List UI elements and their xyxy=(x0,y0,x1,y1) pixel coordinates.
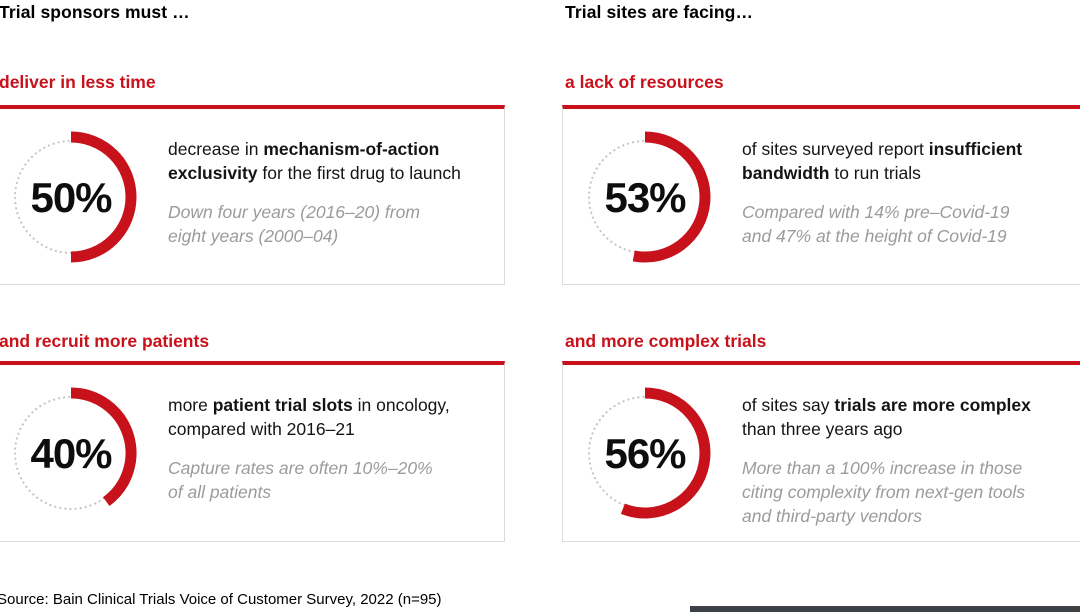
donut-chart-50-percent: 50% xyxy=(0,125,143,269)
stat-description: of sites surveyed report insufficient ban… xyxy=(742,139,1023,183)
card-title-deliver-in-less-time: deliver in less time xyxy=(0,72,156,92)
stat-description: more patient trial slots in oncology, com… xyxy=(168,395,450,439)
svg-text:56%: 56% xyxy=(604,430,686,477)
svg-text:53%: 53% xyxy=(604,174,686,221)
stat-card-text: decrease in mechanism-of-action exclusivi… xyxy=(168,109,503,248)
stat-card-lack-of-resources: 53% of sites surveyed report insufficien… xyxy=(562,105,1080,285)
stat-card-text: more patient trial slots in oncology, com… xyxy=(168,365,503,504)
stat-note: Capture rates are often 10%–20% of all pa… xyxy=(168,458,433,502)
column-heading-sites: Trial sites are facing… xyxy=(565,2,754,22)
stat-note: Down four years (2016–20) from eight year… xyxy=(168,202,420,246)
donut-chart-53-percent: 53% xyxy=(573,125,717,269)
donut-chart-40-percent: 40% xyxy=(0,381,143,525)
svg-text:50%: 50% xyxy=(30,174,112,221)
stat-description: decrease in mechanism-of-action exclusivi… xyxy=(168,139,461,183)
donut-chart-56-percent: 56% xyxy=(573,381,717,525)
stat-card-deliver-in-less-time: 50% decrease in mechanism-of-action exclu… xyxy=(0,105,505,285)
column-heading-sponsors: Trial sponsors must … xyxy=(0,2,190,22)
stat-card-more-complex-trials: 56% of sites say trials are more complex… xyxy=(562,361,1080,542)
svg-text:40%: 40% xyxy=(30,430,112,477)
stat-description: of sites say trials are more complex than… xyxy=(742,395,1031,439)
stat-note: Compared with 14% pre–Covid-19 and 47% at… xyxy=(742,202,1010,246)
stat-note: More than a 100% increase in those citing… xyxy=(742,458,1026,526)
stat-card-text: of sites say trials are more complex than… xyxy=(742,365,1077,528)
card-title-more-complex-trials: and more complex trials xyxy=(565,331,767,351)
source-attribution: Source: Bain Clinical Trials Voice of Cu… xyxy=(0,591,442,608)
stat-card-text: of sites surveyed report insufficient ban… xyxy=(742,109,1077,248)
stat-card-recruit-more-patients: 40% more patient trial slots in oncology… xyxy=(0,361,505,542)
card-title-recruit-more-patients: and recruit more patients xyxy=(0,331,210,351)
footer-divider-bar xyxy=(690,606,1080,612)
card-title-lack-of-resources: a lack of resources xyxy=(565,72,724,92)
